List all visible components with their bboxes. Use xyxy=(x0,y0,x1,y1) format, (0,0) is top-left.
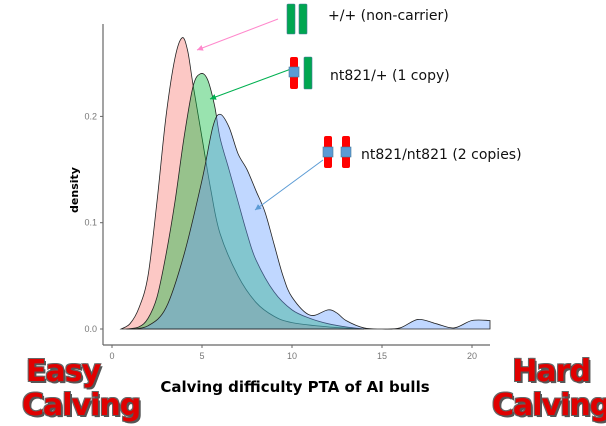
arrow-2-copies xyxy=(254,159,324,211)
legend-label-1-copy: nt821/+ (1 copy) xyxy=(330,68,450,84)
x-axis-label: Calving difficulty PTA of AI bulls xyxy=(160,378,429,396)
x-tick-label: 20 xyxy=(467,351,477,361)
x-tick-label: 10 xyxy=(287,351,297,361)
x-tick-label: 15 xyxy=(377,351,387,361)
hard-label: Hard xyxy=(512,354,591,389)
chromosome-icon-1-copy xyxy=(288,56,313,90)
arrow-non-carrier xyxy=(196,18,279,51)
legend-label-non-carrier: +/+ (non-carrier) xyxy=(328,8,449,24)
y-tick-label: 0.1 xyxy=(84,218,97,228)
y-tick-label: 0.2 xyxy=(84,111,97,121)
density-area-2 xyxy=(129,113,491,330)
legend-label-2-copies: nt821/nt821 (2 copies) xyxy=(361,147,522,163)
density-area-0 xyxy=(119,37,365,330)
y-tick-label: 0.0 xyxy=(84,324,97,334)
calving-label-right: Calving xyxy=(492,388,606,423)
chromosome-icon-non-carrier xyxy=(286,3,308,35)
easy-calving-label: Easy Calving xyxy=(22,354,141,423)
x-tick-label: 5 xyxy=(199,351,204,361)
chromosome-icon-2-copies xyxy=(322,136,352,168)
y-axis-label: density xyxy=(68,167,81,213)
easy-label: Easy xyxy=(26,354,101,389)
calving-label-left: Calving xyxy=(22,388,141,423)
x-tick-label: 0 xyxy=(109,351,114,361)
arrow-1-copy xyxy=(209,68,292,100)
hard-calving-label: Hard Calving xyxy=(492,355,606,423)
density-area-1 xyxy=(126,73,365,330)
